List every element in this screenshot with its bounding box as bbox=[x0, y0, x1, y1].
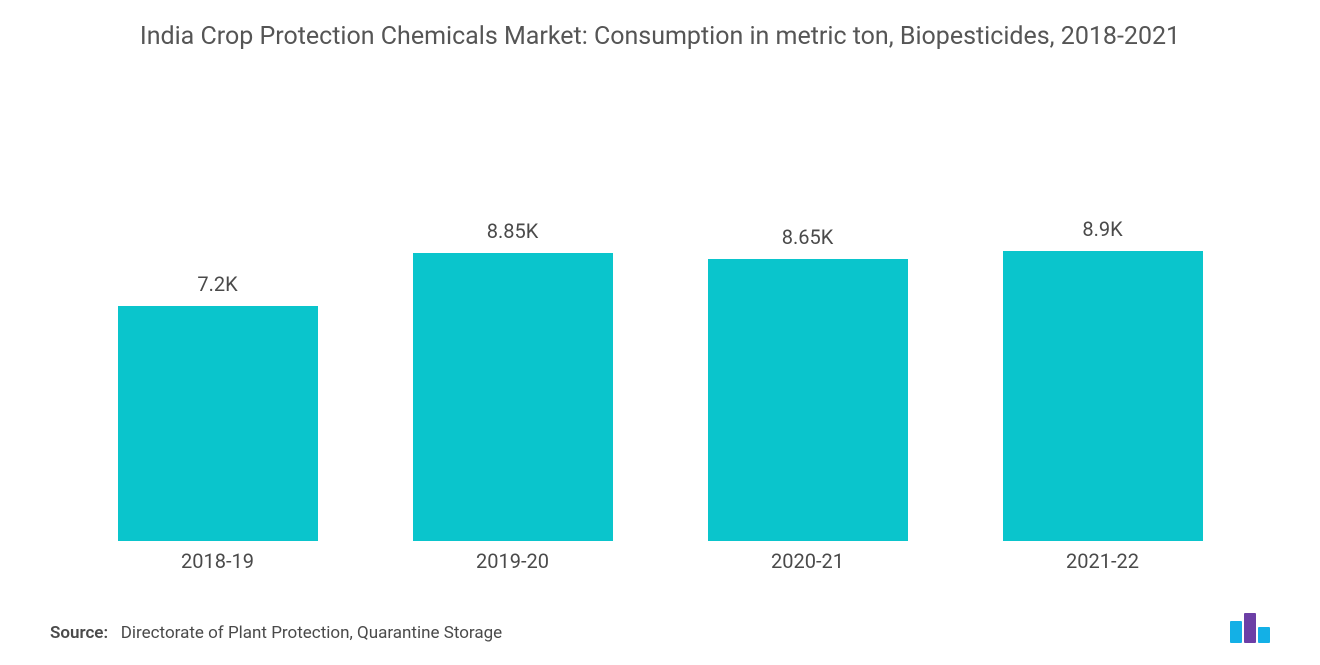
logo-bar bbox=[1230, 621, 1242, 643]
bar-value-label: 7.2K bbox=[197, 272, 237, 296]
bar-group: 8.9K bbox=[1003, 217, 1203, 541]
chart-container: India Crop Protection Chemicals Market: … bbox=[0, 0, 1320, 665]
category-axis: 2018-19 2019-20 2020-21 2021-22 bbox=[50, 541, 1270, 573]
bar-group: 8.65K bbox=[708, 225, 908, 541]
category-label: 2018-19 bbox=[118, 549, 318, 573]
logo-bar bbox=[1258, 627, 1270, 643]
bar-value-label: 8.9K bbox=[1082, 217, 1122, 241]
bar-value-label: 8.85K bbox=[487, 219, 539, 243]
brand-logo-icon bbox=[1230, 613, 1270, 643]
bar bbox=[708, 259, 908, 541]
bar-value-label: 8.65K bbox=[782, 225, 834, 249]
chart-title: India Crop Protection Chemicals Market: … bbox=[140, 20, 1180, 54]
source-label: Source: bbox=[50, 623, 108, 643]
category-label: 2021-22 bbox=[1003, 549, 1203, 573]
category-label: 2019-20 bbox=[413, 549, 613, 573]
logo-bar bbox=[1244, 613, 1256, 643]
bar-group: 8.85K bbox=[413, 219, 613, 541]
bar bbox=[413, 253, 613, 541]
category-label: 2020-21 bbox=[708, 549, 908, 573]
source-value: Directorate of Plant Protection, Quarant… bbox=[121, 623, 502, 643]
bar bbox=[1003, 251, 1203, 541]
chart-plot-area: 7.2K 8.85K 8.65K 8.9K bbox=[50, 114, 1270, 541]
source-text: Source: Directorate of Plant Protection,… bbox=[50, 623, 502, 643]
bar bbox=[118, 306, 318, 541]
bar-group: 7.2K bbox=[118, 272, 318, 541]
footer-row: Source: Directorate of Plant Protection,… bbox=[50, 613, 1270, 655]
